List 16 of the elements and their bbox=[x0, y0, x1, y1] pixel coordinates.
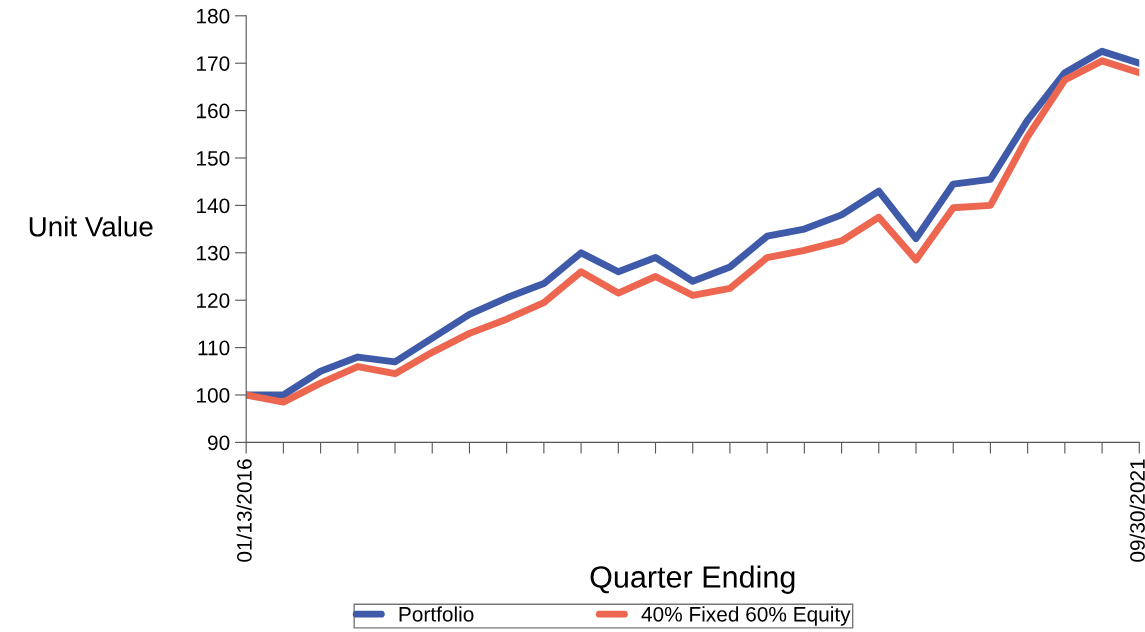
y-tick-label: 100 bbox=[197, 388, 230, 403]
y-tick-label: 170 bbox=[197, 56, 230, 71]
y-tick-label: 180 bbox=[197, 8, 230, 24]
x-axis-title: Quarter Ending bbox=[590, 565, 795, 594]
y-axis-title: Unit Value bbox=[29, 216, 153, 237]
y-tick-label: 140 bbox=[197, 198, 230, 214]
y-tick-label: 120 bbox=[197, 293, 230, 308]
x-tick-label: 01/13/2016 bbox=[236, 459, 252, 562]
y-tick-label: 150 bbox=[197, 151, 230, 166]
y-tick-label: 130 bbox=[197, 245, 230, 261]
y-tick-label: 90 bbox=[208, 435, 230, 451]
legend-label: Portfolio bbox=[399, 606, 474, 622]
y-tick-label: 110 bbox=[198, 340, 230, 356]
legend-label: 40% Fixed 60% Equity bbox=[641, 606, 851, 626]
y-tick-label: 160 bbox=[197, 103, 230, 119]
x-tick-label: 09/30/2021 bbox=[1129, 459, 1145, 562]
